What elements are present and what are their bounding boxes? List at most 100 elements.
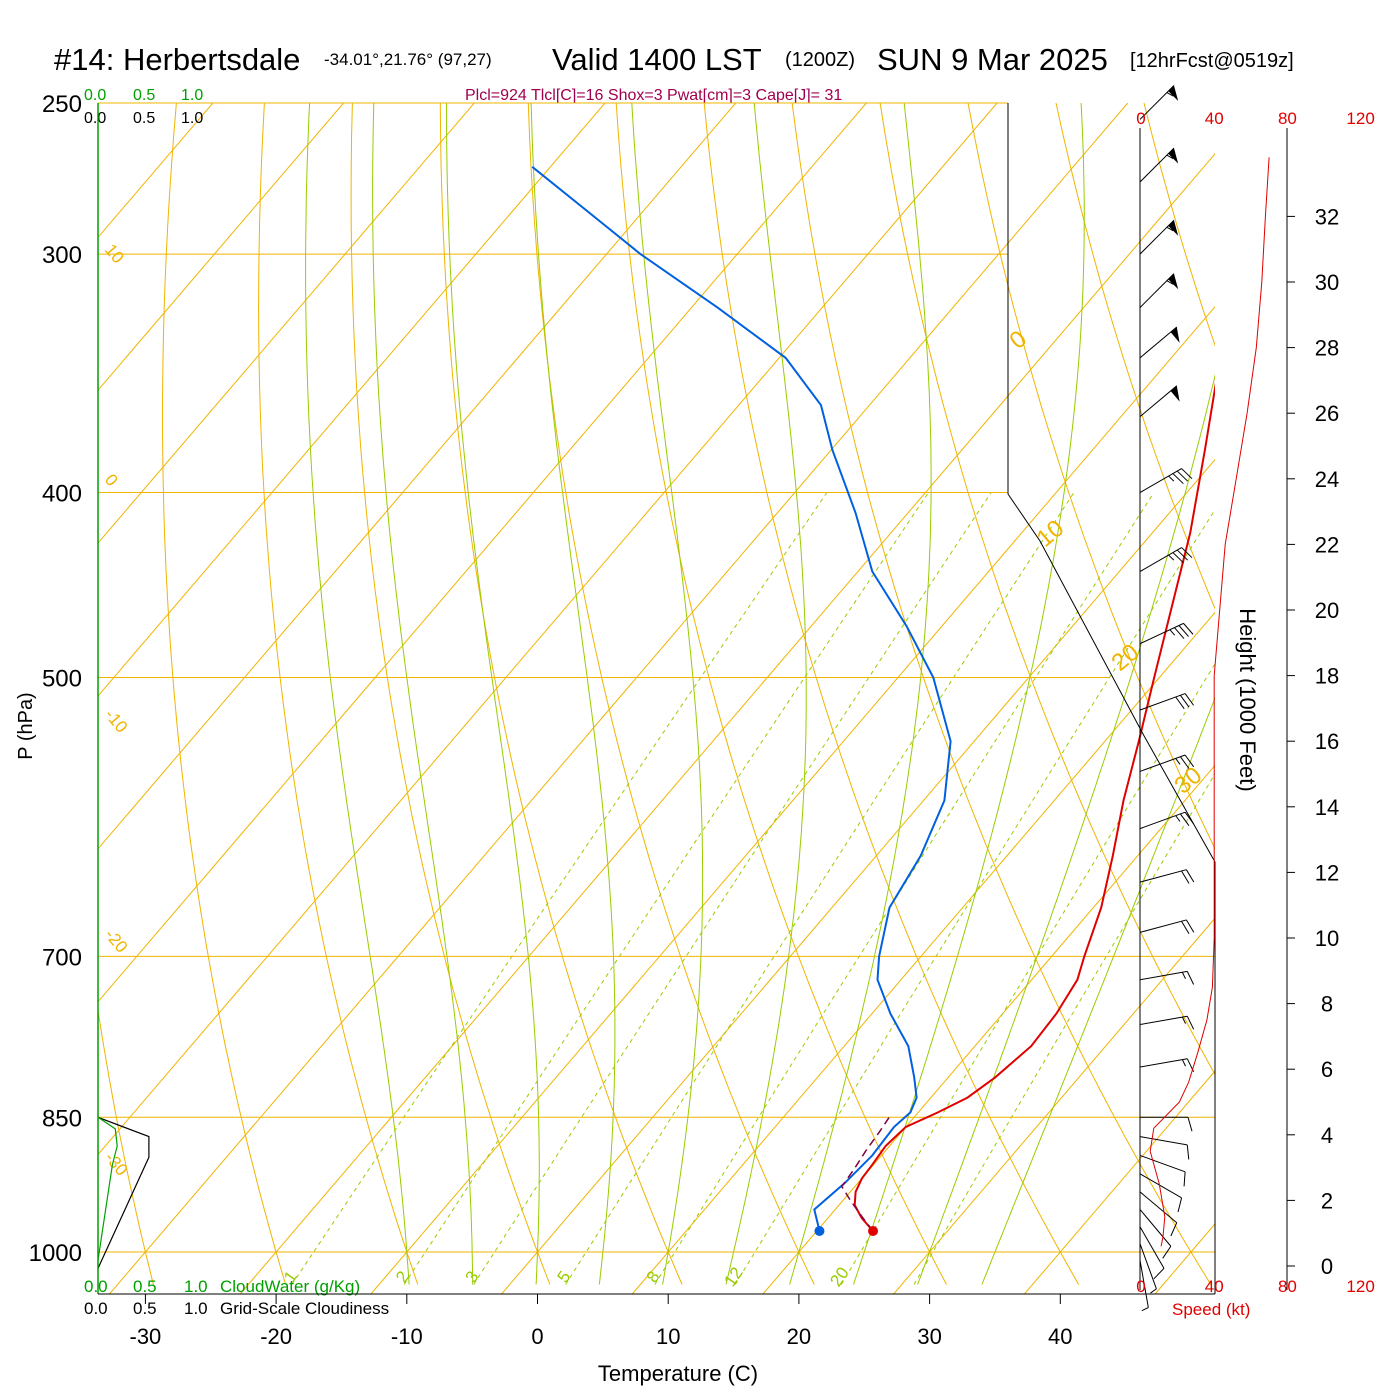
- station-coords: -34.01°,21.76° (97,27): [324, 50, 492, 69]
- pressure-tick-label: 400: [42, 481, 82, 508]
- wind-barb: [1139, 693, 1195, 711]
- mixing-ratio-line: [840, 662, 1215, 1285]
- wind-barb-shaft: [1139, 693, 1186, 711]
- height-axis-title: Height (1000 Feet): [1235, 608, 1260, 791]
- cloud-scale-label: 0.0: [84, 110, 106, 127]
- wind-barb-shaft: [1139, 754, 1186, 772]
- wind-barb-feather: [1172, 552, 1184, 564]
- height-tick-label: 30: [1315, 270, 1339, 295]
- wind-barb: [1139, 869, 1195, 884]
- wind-barb: [1139, 147, 1179, 183]
- utc-time: (1200Z): [785, 49, 855, 71]
- wind-barb-shaft: [1139, 1058, 1188, 1068]
- wind-barb-shaft: [1139, 1260, 1149, 1308]
- wind-barb: [1139, 754, 1195, 772]
- valid-date: SUN 9 Mar 2025: [877, 42, 1108, 77]
- dry-adiabat-line: [98, 1006, 154, 1285]
- dry-adiabat-label: 0: [101, 470, 122, 489]
- isotherm-line: [631, 611, 1215, 1294]
- wind-barb-feather: [1186, 1144, 1190, 1160]
- wind-barb-pennant: [1168, 85, 1179, 102]
- cloud-scale-label: 1.0: [181, 87, 203, 104]
- wind-barb-half-feather: [1181, 1059, 1186, 1067]
- wind-barb-feather: [1174, 627, 1185, 639]
- moist-adiabat-line: [917, 373, 1215, 1285]
- wind-speed-line: [1149, 157, 1270, 1247]
- wind-barb-half-feather: [1166, 92, 1174, 97]
- wind-barb-half-feather: [1175, 815, 1181, 822]
- dry-adiabat-line: [615, 103, 947, 1285]
- wind-barb: [1139, 547, 1193, 572]
- dry-adiabat-label: -10: [101, 705, 131, 736]
- pressure-tick-label: 300: [42, 242, 82, 269]
- wind-barb-pennant: [1168, 273, 1179, 290]
- y-axis-title: P (hPa): [15, 692, 37, 759]
- x-tick-label: -10: [391, 1324, 423, 1349]
- pressure-tick-label: 250: [42, 91, 82, 118]
- wind-barb-shaft: [1139, 1191, 1178, 1224]
- speed-tick-label-top: 80: [1278, 109, 1297, 128]
- wind-barb: [1139, 1154, 1186, 1187]
- dewpoint-line: [531, 166, 952, 1232]
- x-tick-label: 20: [787, 1324, 811, 1349]
- wind-barb-feather: [1170, 1222, 1178, 1237]
- height-tick-label: 4: [1321, 1123, 1333, 1148]
- wind-barb-feather: [1175, 696, 1185, 710]
- speed-tick-label-bottom: 120: [1346, 1277, 1374, 1296]
- height-tick-label: 2: [1321, 1188, 1333, 1213]
- wind-barb-half-feather: [1141, 1307, 1149, 1312]
- x-tick-label: 10: [656, 1324, 680, 1349]
- height-tick-label: 6: [1321, 1057, 1333, 1082]
- parcel-line: [840, 1116, 890, 1232]
- isotherm-line: [98, 103, 737, 850]
- wind-barb: [1139, 1260, 1149, 1312]
- wind-barb: [1139, 1243, 1157, 1294]
- cloudiness-scale-label: 0.0: [84, 1299, 108, 1318]
- wind-barb-feather: [1180, 756, 1190, 769]
- moist-adiabat-line: [631, 103, 704, 1285]
- cloudiness-title: Grid-Scale Cloudiness: [220, 1299, 389, 1318]
- mixing-ratio-line: [565, 492, 1075, 1285]
- x-axis-title: Temperature (C): [598, 1361, 758, 1386]
- pressure-tick-label: 1000: [29, 1240, 82, 1267]
- wind-barb-pennant: [1170, 326, 1180, 343]
- dry-adiabat-label: -20: [101, 925, 131, 956]
- mixing-ratio-label: 12: [720, 1264, 746, 1290]
- wind-barb-pennant: [1170, 385, 1180, 402]
- mixing-ratio-label: 5: [553, 1268, 574, 1287]
- wind-barb-shaft: [1139, 219, 1175, 255]
- speed-tick-label-bottom: 40: [1205, 1277, 1224, 1296]
- height-tick-label: 12: [1315, 860, 1339, 885]
- wind-barb: [1139, 1136, 1190, 1160]
- cloud-scale-label: 0.5: [133, 110, 155, 127]
- dry-adiabat-label: 0: [1005, 325, 1033, 354]
- mixing-ratio-line: [473, 492, 992, 1285]
- isotherm-line: [98, 103, 475, 544]
- speed-axis-title: Speed (kt): [1172, 1300, 1250, 1319]
- wind-barb: [1139, 1015, 1195, 1030]
- isotherm-line: [109, 103, 1129, 1294]
- wind-barb-feather: [1177, 1197, 1183, 1213]
- wind-barb-shaft: [1139, 1015, 1188, 1026]
- wind-barb-half-feather: [1175, 758, 1181, 765]
- dry-adiabat-line: [258, 103, 419, 1285]
- dry-adiabat-line: [1143, 103, 1215, 347]
- mixing-ratio-line: [403, 492, 929, 1285]
- wind-barb-feather: [1181, 468, 1193, 480]
- height-tick-label: 28: [1315, 336, 1339, 361]
- speed-tick-label-bottom: 0: [1136, 1277, 1145, 1296]
- wind-barb: [1139, 1191, 1178, 1237]
- moist-adiabat-line: [372, 103, 474, 1285]
- wind-barb-feather: [1181, 547, 1193, 559]
- wind-barb: [1139, 468, 1193, 493]
- wind-barb-feather: [1184, 811, 1195, 825]
- wind-barb-half-feather: [1168, 554, 1175, 561]
- wind-barb-feather: [1181, 870, 1190, 884]
- height-tick-label: 32: [1315, 204, 1339, 229]
- wind-barb-feather: [1178, 625, 1189, 637]
- x-tick-label: -20: [260, 1324, 292, 1349]
- isotherm-line: [501, 458, 1215, 1294]
- dry-adiabat-line: [1055, 103, 1215, 610]
- moist-adiabat-line: [305, 103, 410, 1285]
- wind-barb-half-feather: [1166, 154, 1174, 160]
